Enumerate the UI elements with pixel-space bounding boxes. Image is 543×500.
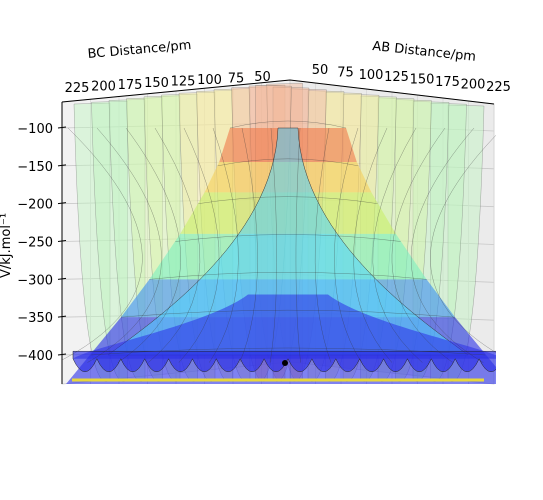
surface-wire-7 (269, 127, 277, 363)
bc-axis-title: BC Distance/pm (87, 38, 192, 62)
ab-tick-label-3: 125 (384, 70, 409, 85)
surface-wire-10 (334, 127, 362, 363)
z-tick-mark-3 (57, 240, 67, 242)
z-tick-label-2: −200 (17, 198, 53, 213)
z-tick-label-3: −250 (17, 236, 53, 251)
bc-tick-label-4: 125 (171, 75, 196, 90)
surface-contour-5 (121, 310, 455, 318)
bc-tick-label-3: 150 (144, 76, 169, 91)
surface-wire-1 (87, 127, 162, 363)
z-tick-label-0: −100 (17, 122, 53, 137)
surface (62, 82, 496, 384)
ab-tick-label-0: 50 (312, 63, 329, 78)
surface-wire-3 (148, 127, 201, 363)
surface-wire-5 (209, 127, 239, 363)
surface-contour-3 (175, 234, 401, 242)
surface-valley-floor (73, 294, 496, 359)
z-tick-label-5: −350 (17, 311, 53, 326)
surface-wire-9 (314, 127, 332, 363)
surface-wire-6 (239, 127, 258, 363)
ab-tick-label-7: 225 (486, 80, 511, 95)
z-tick-label-4: −300 (17, 273, 53, 288)
surface-wire-12 (372, 127, 423, 363)
surface-contour-2 (198, 196, 378, 204)
z-tick-mark-2 (57, 202, 67, 205)
surface-wire-13 (391, 127, 453, 363)
z-tick-mark-5 (57, 315, 67, 318)
z-tick-label-6: −400 (17, 349, 53, 364)
minimum-marker (282, 360, 288, 366)
ab-axis-title: AB Distance/pm (372, 39, 477, 65)
surface-wire-8 (295, 127, 301, 363)
bc-tick-label-5: 100 (197, 73, 222, 88)
bc-tick-label-6: 75 (228, 71, 245, 86)
surface-wire-14 (411, 127, 484, 363)
ab-tick-label-6: 200 (461, 77, 486, 92)
z-axis-title: V/kJ.mol⁻¹ (0, 213, 14, 278)
z-axis-ticks: −100 −150 −200 −250 −300 −350 −400 (17, 122, 67, 364)
z-tick-mark-1 (57, 164, 67, 167)
z-tick-mark-6 (57, 353, 67, 356)
surface-wire-2 (117, 127, 181, 363)
z-tick-mark-4 (57, 277, 67, 280)
ab-tick-label-4: 150 (410, 73, 435, 88)
surface-contour-0 (229, 120, 347, 129)
ab-tick-label-2: 100 (359, 68, 384, 83)
z-tick-mark-0 (57, 126, 67, 129)
top-axis-edge (61, 79, 495, 105)
ab-tick-label-5: 175 (435, 75, 460, 90)
bc-tick-label-7: 50 (254, 70, 271, 85)
bc-tick-label-2: 175 (118, 78, 143, 93)
bc-axis-ticks: 225 200 175 150 125 100 75 50 (65, 70, 271, 96)
surface-contour-6 (90, 347, 486, 356)
ab-axis-ticks: 50 75 100 125 150 175 200 225 (312, 63, 511, 95)
z-tick-label-1: −150 (17, 160, 53, 175)
ab-tick-label-1: 75 (337, 65, 354, 80)
surface-wire-4 (178, 127, 220, 363)
surface-contour-4 (149, 272, 427, 280)
surface-contour-1 (217, 158, 359, 167)
surface-wire-11 (353, 127, 393, 363)
bc-tick-label-0: 225 (65, 81, 90, 96)
bc-tick-label-1: 200 (91, 79, 116, 94)
